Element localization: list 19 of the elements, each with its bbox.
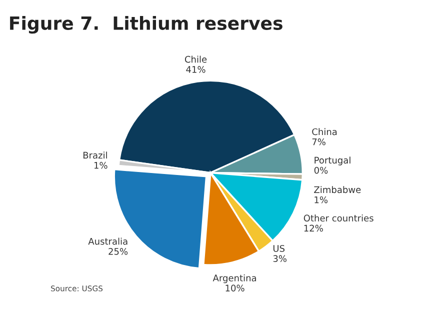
data-label: 1% xyxy=(94,162,108,169)
slice-label: Brazil xyxy=(83,152,107,159)
chart-title: Figure 7. Lithium reserves xyxy=(10,16,282,34)
category-label: Portugal xyxy=(314,156,350,166)
data-label: 10% xyxy=(226,284,244,292)
slice-label: Australia xyxy=(88,238,128,245)
data-label: 41% xyxy=(186,66,206,73)
slice-label: Argentina xyxy=(212,274,256,284)
data-label: 25% xyxy=(108,248,128,255)
text: 0% xyxy=(314,166,328,174)
slice-label: Zimbabwe xyxy=(314,186,361,194)
slice-label: US xyxy=(273,245,285,252)
data-label: 3% xyxy=(273,255,286,262)
data-label: 7% xyxy=(312,138,326,146)
slice-label: Other countries xyxy=(304,214,374,222)
slice-label: China xyxy=(312,128,337,136)
slice-label: Chile xyxy=(184,56,207,63)
data-label: 12% xyxy=(304,224,323,232)
data-label: 1% xyxy=(314,196,328,204)
